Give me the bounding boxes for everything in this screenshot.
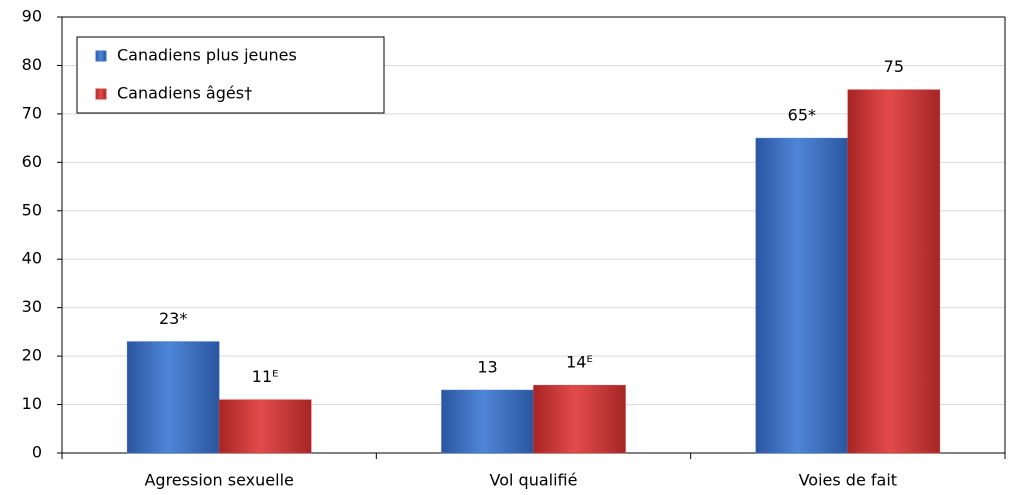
y-tick-label: 60 — [22, 152, 42, 171]
legend-label: Canadiens plus jeunes — [117, 46, 297, 65]
y-tick-label: 70 — [22, 103, 42, 122]
data-label: 11ᴱ — [252, 367, 279, 386]
bar — [533, 384, 626, 454]
y-tick-label: 10 — [22, 394, 42, 413]
data-label: 13 — [477, 358, 497, 377]
y-tick-label: 50 — [22, 200, 42, 219]
data-label: 65* — [788, 106, 816, 125]
legend-swatch — [95, 88, 107, 100]
legend-box — [76, 36, 385, 114]
data-label: 75 — [884, 57, 904, 76]
legend-swatch — [95, 50, 107, 62]
bar — [755, 137, 849, 454]
x-tick-label: Voies de fait — [799, 471, 897, 490]
bar — [847, 89, 941, 454]
y-tick-label: 20 — [22, 346, 42, 365]
y-tick-label: 80 — [22, 55, 42, 74]
data-label: 23* — [159, 309, 187, 328]
x-tick-label: Vol qualifié — [490, 471, 578, 490]
bar — [441, 389, 534, 454]
y-tick-label: 90 — [22, 7, 42, 26]
bar — [126, 341, 220, 454]
data-label: 14ᴱ — [566, 353, 593, 372]
y-tick-label: 40 — [22, 249, 42, 268]
legend-label: Canadiens âgés† — [117, 84, 252, 103]
x-tick-label: Agression sexuelle — [144, 471, 293, 490]
y-tick-label: 30 — [22, 297, 42, 316]
bar — [218, 399, 312, 454]
y-tick-label: 0 — [32, 443, 42, 462]
